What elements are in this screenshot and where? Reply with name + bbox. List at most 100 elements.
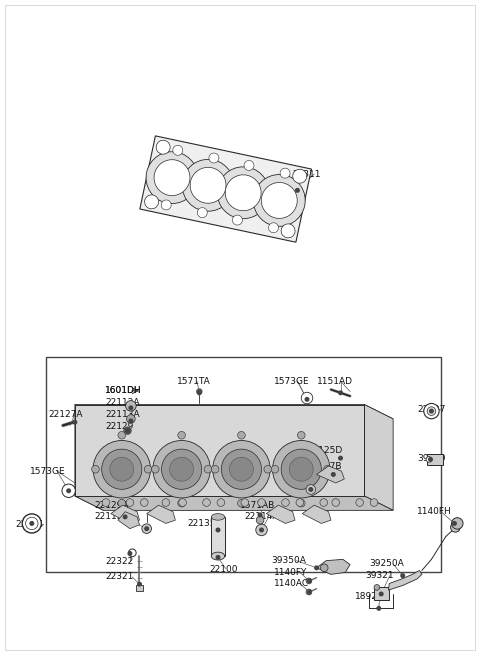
Circle shape xyxy=(308,590,311,594)
Circle shape xyxy=(426,457,432,462)
Circle shape xyxy=(429,458,432,461)
Circle shape xyxy=(162,498,169,506)
Circle shape xyxy=(129,419,132,422)
Circle shape xyxy=(30,521,34,525)
Circle shape xyxy=(217,498,225,506)
Circle shape xyxy=(153,441,210,498)
Circle shape xyxy=(356,498,363,506)
Circle shape xyxy=(264,466,272,473)
Circle shape xyxy=(198,391,201,394)
Text: 1571AB: 1571AB xyxy=(240,500,275,510)
Circle shape xyxy=(280,168,290,178)
Circle shape xyxy=(138,582,141,586)
Circle shape xyxy=(258,513,262,517)
Circle shape xyxy=(102,449,142,489)
Circle shape xyxy=(377,607,381,610)
Circle shape xyxy=(146,152,198,204)
Circle shape xyxy=(178,432,185,439)
Circle shape xyxy=(169,457,193,481)
Circle shape xyxy=(225,175,261,211)
Text: 22321: 22321 xyxy=(105,572,133,582)
Circle shape xyxy=(182,159,234,211)
Circle shape xyxy=(271,466,279,473)
Circle shape xyxy=(232,215,242,225)
Ellipse shape xyxy=(211,514,225,520)
Circle shape xyxy=(129,406,132,409)
Circle shape xyxy=(451,523,460,532)
Polygon shape xyxy=(317,559,350,574)
Circle shape xyxy=(339,457,342,460)
Circle shape xyxy=(293,169,307,183)
Circle shape xyxy=(258,498,265,506)
Circle shape xyxy=(306,589,312,595)
Circle shape xyxy=(204,466,212,473)
Polygon shape xyxy=(364,405,393,510)
Circle shape xyxy=(256,524,267,536)
Text: 22129A: 22129A xyxy=(94,500,129,510)
Circle shape xyxy=(453,521,456,525)
Circle shape xyxy=(424,403,439,419)
Circle shape xyxy=(216,555,220,559)
Circle shape xyxy=(339,391,342,394)
Circle shape xyxy=(123,515,127,519)
Circle shape xyxy=(332,498,339,506)
Circle shape xyxy=(430,409,433,413)
Circle shape xyxy=(22,514,41,533)
Polygon shape xyxy=(118,512,140,529)
Circle shape xyxy=(197,208,207,217)
Circle shape xyxy=(141,498,148,506)
Circle shape xyxy=(379,592,383,596)
Text: 22127A: 22127A xyxy=(48,410,83,419)
Circle shape xyxy=(156,140,170,154)
Circle shape xyxy=(238,432,245,439)
Circle shape xyxy=(126,498,134,506)
Circle shape xyxy=(306,485,316,495)
Circle shape xyxy=(296,498,304,506)
Text: 1140FY: 1140FY xyxy=(274,568,307,577)
Text: 1601DH: 1601DH xyxy=(105,386,142,396)
Circle shape xyxy=(144,195,158,209)
Circle shape xyxy=(173,145,183,155)
Text: 22135: 22135 xyxy=(187,519,216,528)
Text: 22124C: 22124C xyxy=(307,473,341,482)
Circle shape xyxy=(203,498,210,506)
Circle shape xyxy=(161,449,202,489)
Circle shape xyxy=(161,200,171,210)
Text: 1571TA: 1571TA xyxy=(177,377,211,386)
Circle shape xyxy=(282,498,289,506)
Circle shape xyxy=(427,407,436,415)
Text: 1140FH: 1140FH xyxy=(417,507,452,516)
Circle shape xyxy=(217,167,269,219)
Circle shape xyxy=(273,441,330,498)
Text: 39350A: 39350A xyxy=(271,556,306,565)
Circle shape xyxy=(238,499,245,507)
Circle shape xyxy=(144,466,152,473)
Text: 39321: 39321 xyxy=(365,571,394,580)
Circle shape xyxy=(213,441,270,498)
Circle shape xyxy=(102,498,110,506)
Text: 22113A: 22113A xyxy=(105,410,140,419)
Circle shape xyxy=(124,427,131,434)
Circle shape xyxy=(305,398,309,401)
Polygon shape xyxy=(147,505,175,523)
Circle shape xyxy=(315,566,318,570)
Circle shape xyxy=(253,174,305,227)
Circle shape xyxy=(332,473,335,476)
Circle shape xyxy=(452,517,463,529)
Bar xyxy=(136,586,143,591)
Circle shape xyxy=(128,552,132,555)
Polygon shape xyxy=(75,405,393,419)
Polygon shape xyxy=(111,505,140,523)
Circle shape xyxy=(241,498,249,506)
Text: 22114A: 22114A xyxy=(245,512,279,521)
Circle shape xyxy=(62,484,75,498)
Text: 22327: 22327 xyxy=(417,405,445,414)
Text: 39220: 39220 xyxy=(417,454,445,462)
Circle shape xyxy=(268,223,278,233)
Circle shape xyxy=(216,528,220,532)
Text: 22115A: 22115A xyxy=(94,512,129,521)
Circle shape xyxy=(324,466,331,473)
Bar xyxy=(211,517,225,556)
Circle shape xyxy=(142,524,152,533)
Text: 22100: 22100 xyxy=(209,565,238,574)
